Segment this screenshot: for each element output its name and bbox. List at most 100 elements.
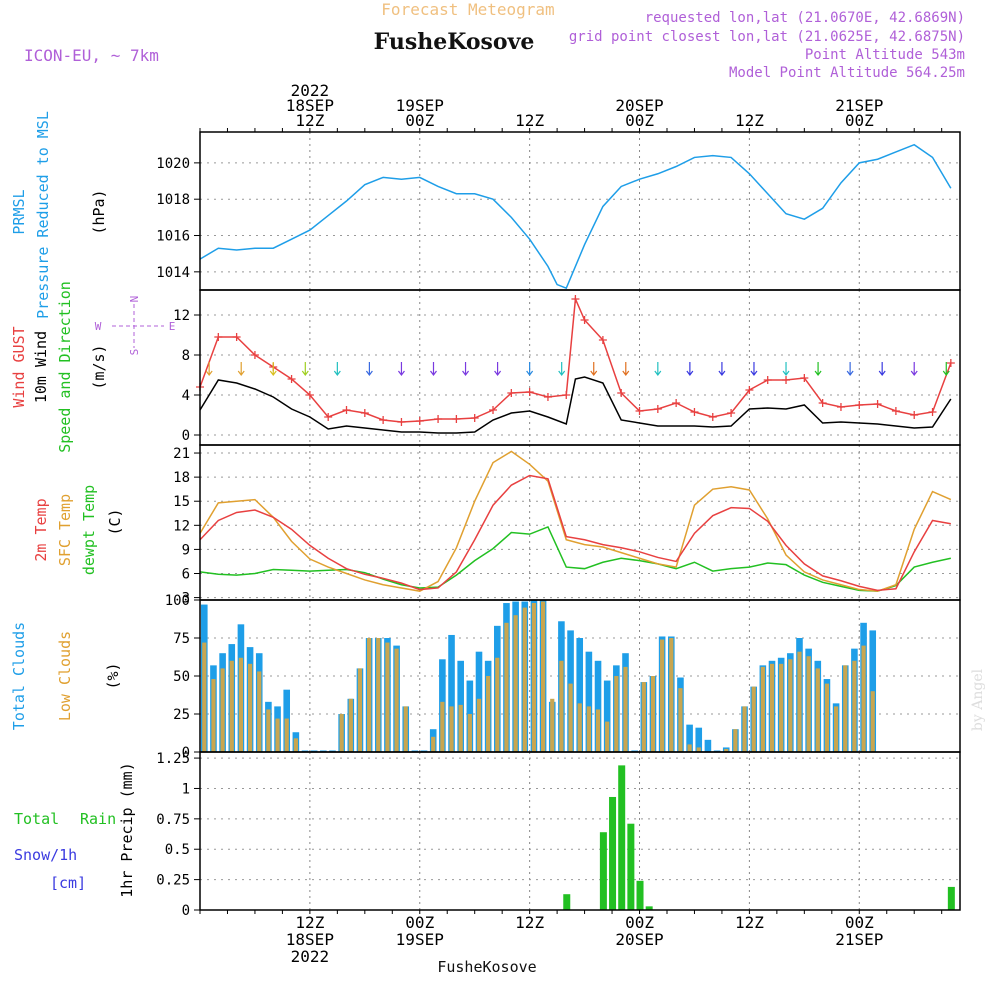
wind-arrow	[462, 362, 470, 376]
temp-tick-label: 9	[182, 542, 190, 558]
low-cloud-bar	[815, 668, 820, 752]
total-cloud-bar	[713, 750, 721, 752]
low-cloud-bar	[348, 698, 353, 752]
total-cloud-bar	[576, 638, 584, 752]
gust-marker	[690, 408, 699, 416]
low-cloud-bar	[806, 656, 811, 752]
low-cloud-bar	[861, 645, 866, 752]
temp-unit: (C)	[106, 508, 124, 535]
low-cloud-bar	[394, 648, 399, 752]
clouds-unit: (%)	[104, 662, 122, 689]
wind-arrow	[526, 362, 534, 376]
bottom-time-label: 21SEP	[835, 930, 883, 949]
temp-dewpt-label: dewpt Temp	[80, 485, 98, 575]
low-cloud-bar	[678, 688, 683, 752]
precip-tick-label: 0.75	[156, 812, 190, 828]
low-cloud-bar	[614, 676, 619, 752]
wind-compass: N S W E	[95, 296, 176, 356]
low-cloud-bar	[486, 676, 491, 752]
wind-arrow	[942, 362, 950, 376]
rain-bar	[947, 886, 955, 910]
low-cloud-bar	[797, 651, 802, 752]
low-cloud-bar	[724, 748, 729, 752]
low-cloud-bar	[449, 706, 454, 752]
low-cloud-bar	[595, 709, 601, 752]
pressure-line	[199, 143, 952, 290]
gust-marker	[672, 399, 681, 407]
top-time-label: 00Z	[845, 111, 874, 130]
model-altitude: Model Point Altitude 564.25m	[729, 65, 965, 81]
bottom-time-label: 00Z	[845, 913, 874, 932]
total-cloud-bar	[448, 634, 455, 752]
gust-marker	[782, 376, 791, 384]
rain-bar	[563, 894, 571, 910]
gust-marker	[635, 407, 644, 415]
clouds-tick-label: 25	[173, 707, 190, 723]
top-time-label: 00Z	[405, 111, 434, 130]
precip-tick-label: 1	[182, 781, 190, 797]
low-cloud-bar	[476, 698, 482, 752]
gust-marker	[653, 405, 662, 413]
low-cloud-bar	[293, 738, 298, 752]
low-cloud-bar	[513, 615, 518, 752]
gust-marker	[543, 393, 552, 401]
pressure-unit: (hPa)	[90, 189, 108, 234]
low-cloud-bar	[605, 721, 610, 752]
pressure-label-2: Pressure Reduced to MSL	[34, 111, 52, 319]
gust-marker	[800, 374, 809, 382]
forecast-title: Forecast Meteogram	[381, 0, 554, 19]
temp-2m-line	[199, 474, 951, 592]
gust-marker	[580, 316, 589, 324]
gust-marker	[928, 408, 937, 416]
rain-bar	[627, 823, 635, 910]
gust-marker	[745, 386, 754, 394]
low-cloud-bar	[495, 657, 500, 752]
gust-marker	[489, 406, 498, 414]
low-cloud-bar	[824, 683, 830, 752]
gust-marker	[305, 391, 314, 399]
precip-unit: 1hr Precip (mm)	[118, 762, 136, 897]
low-cloud-bar	[788, 659, 793, 752]
low-cloud-bar	[440, 701, 445, 752]
precip-snow-label: Snow/1h	[14, 846, 77, 864]
gust-marker	[763, 376, 772, 384]
clouds-tick-label: 50	[173, 669, 190, 685]
total-cloud-bar	[329, 750, 336, 752]
low-cloud-bar	[687, 744, 692, 752]
total-cloud-bar	[704, 739, 712, 752]
low-clouds-label: Low Clouds	[56, 631, 74, 721]
gust-marker	[360, 409, 369, 417]
compass-w: W	[95, 320, 102, 333]
bottom-time-label: 20SEP	[615, 930, 663, 949]
wind-dir-label: Speed and Direction	[56, 281, 74, 453]
top-time-label: 2022	[291, 81, 330, 100]
gust-marker	[910, 411, 919, 419]
bottom-time-label: 18SEP	[286, 930, 334, 949]
clouds-tick-label: 0	[182, 745, 190, 761]
low-cloud-bar	[650, 676, 656, 752]
temp-2m-label: 2m Temp	[32, 498, 50, 561]
low-cloud-bar	[623, 666, 628, 752]
low-cloud-bar	[531, 603, 537, 752]
wind-arrow	[205, 362, 213, 376]
compass-n: N	[128, 296, 141, 303]
wind-tick-label: 12	[173, 308, 190, 324]
total-cloud-bar	[695, 727, 703, 752]
total-cloud-bar	[686, 724, 693, 752]
gust-marker	[342, 406, 351, 414]
low-cloud-bar	[431, 736, 436, 752]
precip-tick-label: 0.25	[156, 873, 190, 889]
top-time-label: 20SEP	[615, 96, 663, 115]
low-cloud-bar	[385, 642, 390, 752]
gust-marker	[379, 416, 388, 424]
low-cloud-bar	[357, 668, 363, 752]
low-cloud-bar	[403, 706, 408, 752]
total-cloud-bar	[301, 750, 309, 752]
low-cloud-bar	[220, 668, 225, 752]
pressure-tick-label: 1014	[156, 265, 190, 281]
precip-panel-frame	[199, 751, 961, 911]
gust-marker	[214, 333, 223, 341]
gust-marker	[525, 388, 534, 396]
gust-marker	[250, 351, 259, 359]
